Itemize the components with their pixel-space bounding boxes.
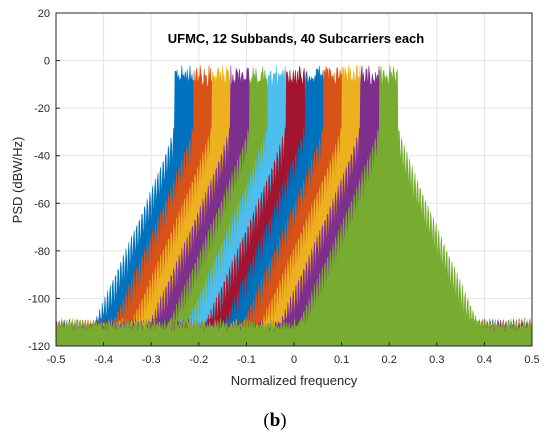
x-tick-label: 0.2 [382, 354, 397, 366]
y-tick-label: -100 [28, 293, 50, 305]
x-tick-label: 0.1 [334, 354, 349, 366]
chart-title: UFMC, 12 Subbands, 40 Subcarriers each [168, 31, 425, 46]
x-axis-label: Normalized frequency [231, 373, 358, 388]
y-tick-label: -120 [28, 341, 50, 353]
x-tick-label: -0.2 [189, 354, 208, 366]
x-tick-label: 0.5 [524, 354, 539, 366]
y-tick-label: 20 [38, 8, 50, 20]
y-tick-label: -20 [34, 103, 50, 115]
y-tick-label: 0 [44, 56, 50, 68]
x-tick-label: 0.4 [477, 354, 492, 366]
subband-spectra [56, 64, 532, 346]
x-tick-label: -0.1 [237, 354, 256, 366]
x-tick-label: -0.3 [142, 354, 161, 366]
subband-spectrum-12 [56, 65, 532, 346]
x-tick-label: 0 [291, 354, 297, 366]
x-tick-label: 0.3 [429, 354, 444, 366]
x-tick-label: -0.4 [94, 354, 113, 366]
y-axis-label: PSD (dBW/Hz) [10, 137, 25, 224]
x-tick-label: -0.5 [47, 354, 66, 366]
y-tick-label: -40 [34, 151, 50, 163]
figure-caption: (b) [263, 410, 287, 431]
y-tick-label: -80 [34, 246, 50, 258]
x-axis-ticks: -0.5 -0.4 -0.3 -0.2 -0.1 0 0.1 0.2 0.3 0.4 0.5 [47, 342, 540, 366]
y-axis-ticks: 20 0 -20 -40 -60 -80 -100 -120 [28, 8, 60, 353]
y-tick-label: -60 [34, 198, 50, 210]
